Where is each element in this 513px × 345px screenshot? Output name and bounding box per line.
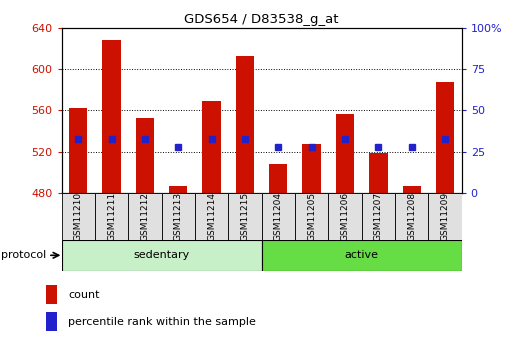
Bar (236, 56, 254, 193)
Bar (46, 312, 57, 331)
Text: GSM11210: GSM11210 (74, 192, 83, 241)
Bar (228, 193, 262, 240)
Bar (436, 82, 454, 193)
Bar (369, 153, 387, 193)
Text: GSM11205: GSM11205 (307, 192, 316, 241)
Text: GSM11204: GSM11204 (274, 192, 283, 241)
Bar (136, 118, 154, 193)
Bar (395, 193, 428, 240)
Bar (203, 101, 221, 193)
Text: GSM11213: GSM11213 (174, 192, 183, 241)
Text: GSM11208: GSM11208 (407, 192, 416, 241)
Bar (162, 193, 195, 240)
Text: active: active (345, 250, 379, 260)
Bar (328, 193, 362, 240)
Title: GDS654 / D83538_g_at: GDS654 / D83538_g_at (184, 13, 339, 27)
Text: GSM11206: GSM11206 (341, 192, 349, 241)
Text: sedentary: sedentary (133, 250, 190, 260)
Bar (69, 108, 87, 193)
Text: percentile rank within the sample: percentile rank within the sample (68, 317, 256, 327)
Text: protocol: protocol (2, 250, 47, 260)
Bar (46, 285, 57, 304)
Text: GSM11215: GSM11215 (241, 192, 249, 241)
Bar (303, 144, 321, 193)
Bar (62, 240, 262, 271)
Bar (95, 193, 128, 240)
Bar (403, 186, 421, 193)
Text: GSM11207: GSM11207 (374, 192, 383, 241)
Bar (169, 186, 187, 193)
Bar (295, 193, 328, 240)
Bar (428, 193, 462, 240)
Text: GSM11211: GSM11211 (107, 192, 116, 241)
Text: count: count (68, 290, 100, 300)
Bar (62, 193, 95, 240)
Text: GSM11214: GSM11214 (207, 192, 216, 241)
Text: GSM11212: GSM11212 (141, 192, 149, 241)
Bar (262, 240, 462, 271)
Bar (362, 193, 395, 240)
Bar (128, 193, 162, 240)
Bar (103, 40, 121, 193)
Bar (262, 193, 295, 240)
Bar (269, 164, 287, 193)
Bar (195, 193, 228, 240)
Text: GSM11209: GSM11209 (441, 192, 449, 241)
Bar (336, 114, 354, 193)
